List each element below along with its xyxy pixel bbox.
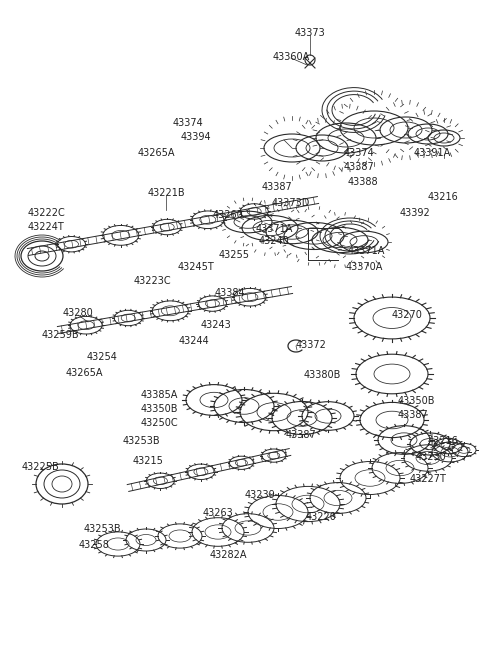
Text: 43373: 43373 bbox=[295, 28, 325, 38]
Text: 43372: 43372 bbox=[296, 340, 327, 350]
Text: 43391A: 43391A bbox=[414, 148, 451, 158]
Text: 43216: 43216 bbox=[428, 192, 459, 202]
Text: 43270: 43270 bbox=[392, 310, 423, 320]
Text: 43216: 43216 bbox=[428, 436, 459, 446]
Text: 43392: 43392 bbox=[400, 208, 431, 218]
Text: 43260: 43260 bbox=[213, 210, 243, 220]
Text: 43259B: 43259B bbox=[42, 330, 80, 340]
Text: 43250C: 43250C bbox=[140, 418, 178, 428]
Text: 43380B: 43380B bbox=[304, 370, 341, 380]
Text: 43371A: 43371A bbox=[256, 224, 293, 234]
Text: 43245T: 43245T bbox=[178, 262, 215, 272]
Text: 43387: 43387 bbox=[262, 182, 293, 192]
Text: 43254: 43254 bbox=[86, 352, 118, 362]
Text: 43243: 43243 bbox=[201, 320, 231, 330]
Text: 43385A: 43385A bbox=[141, 390, 178, 400]
Text: 43227T: 43227T bbox=[410, 474, 447, 484]
Text: 43265A: 43265A bbox=[65, 368, 103, 378]
Text: 43215: 43215 bbox=[132, 456, 163, 466]
Text: 43223C: 43223C bbox=[133, 276, 171, 286]
Text: 43374: 43374 bbox=[344, 148, 375, 158]
Text: 43350B: 43350B bbox=[398, 396, 435, 406]
Text: 43394: 43394 bbox=[180, 132, 211, 142]
Text: 43221B: 43221B bbox=[147, 188, 185, 198]
Text: 43387: 43387 bbox=[286, 430, 317, 440]
Text: 43371A: 43371A bbox=[348, 246, 385, 256]
Text: 43255: 43255 bbox=[218, 250, 250, 260]
Text: 43387: 43387 bbox=[344, 162, 375, 172]
Text: 43374: 43374 bbox=[173, 118, 204, 128]
Text: 43263: 43263 bbox=[203, 508, 233, 518]
Text: 43224T: 43224T bbox=[28, 222, 65, 232]
Text: 43253B: 43253B bbox=[122, 436, 160, 446]
Text: 43280: 43280 bbox=[62, 308, 94, 318]
Text: 43253B: 43253B bbox=[83, 524, 121, 534]
Text: 43282A: 43282A bbox=[209, 550, 247, 560]
Text: 43388: 43388 bbox=[348, 177, 379, 187]
Text: 43240: 43240 bbox=[259, 236, 289, 246]
Text: 43350B: 43350B bbox=[141, 404, 178, 414]
Text: 43239: 43239 bbox=[245, 490, 276, 500]
Text: 43387: 43387 bbox=[398, 410, 429, 420]
Text: 43373D: 43373D bbox=[272, 198, 311, 208]
Text: 43225B: 43225B bbox=[22, 462, 60, 472]
Text: 43265A: 43265A bbox=[137, 148, 175, 158]
Text: 43370A: 43370A bbox=[346, 262, 384, 272]
Text: 43258: 43258 bbox=[79, 540, 109, 550]
Text: 43244: 43244 bbox=[179, 336, 209, 346]
Text: 43360A: 43360A bbox=[272, 52, 310, 62]
Text: 43222C: 43222C bbox=[28, 208, 66, 218]
Text: 43220: 43220 bbox=[306, 512, 337, 522]
Text: 43384: 43384 bbox=[215, 288, 245, 298]
Text: 43230: 43230 bbox=[416, 452, 447, 462]
